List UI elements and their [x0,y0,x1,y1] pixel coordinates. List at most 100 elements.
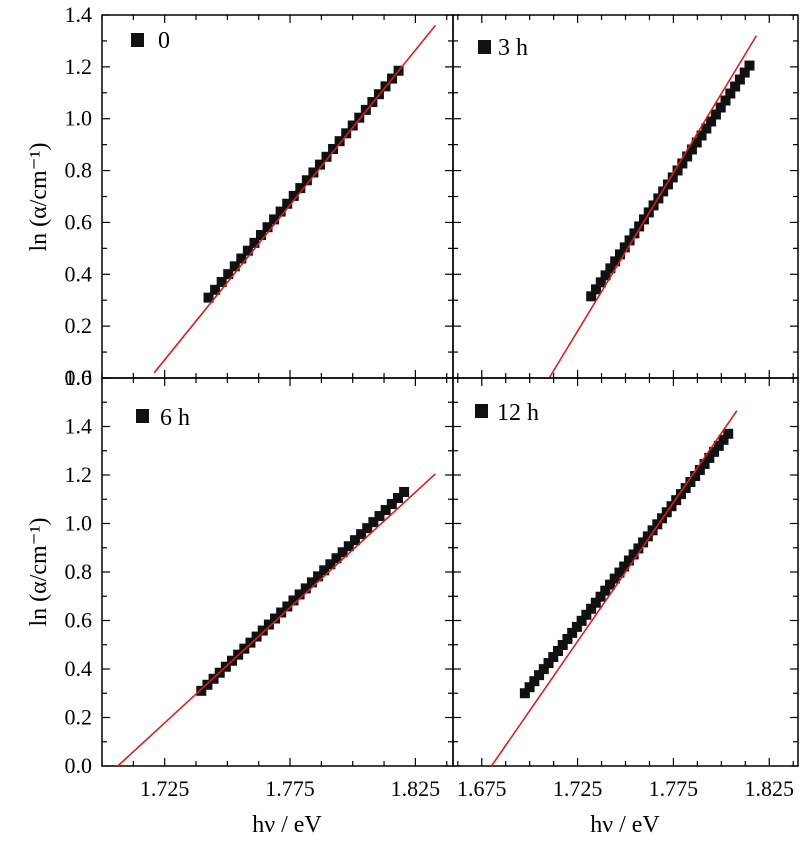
data-point [245,637,256,648]
data-point [548,652,559,663]
data-point [203,292,214,303]
data-point [349,535,360,546]
data-point [356,529,367,540]
y-tick-label: 1.0 [65,511,93,536]
panel-0: 0.0 0.2 0.4 0.6 0.8 1.0 1.2 1.4 0 [65,2,454,390]
panel-2-legend-marker [136,409,149,423]
data-point [519,688,530,699]
data-point [319,565,330,576]
data-point [557,639,568,650]
data-point [216,276,227,287]
data-point [619,242,630,253]
data-point [524,682,535,693]
y-tick-label: 1.2 [65,462,93,487]
panel-3-fit-line [490,410,738,767]
panel-1-legend-marker [478,40,491,54]
data-point [652,519,663,530]
data-point [718,434,729,445]
data-point [672,165,683,176]
data-point [581,609,592,620]
data-point [275,206,286,217]
y-axis-title-top: ln (α/cm⁻¹) [26,142,52,251]
data-point [662,179,673,190]
panel-0-tick-labels: 0.0 0.2 0.4 0.6 0.8 1.0 1.2 1.4 [65,2,93,390]
panel-0-fit-line [153,24,437,374]
y-tick-label: 0.0 [65,753,93,778]
data-point [605,263,616,274]
y-tick-label: 1.4 [65,414,93,439]
data-point [263,619,274,630]
data-point [331,553,342,564]
panel-1-fit-line [548,35,758,379]
panel-0-legend-label: 0 [158,28,170,54]
data-point [380,505,391,516]
data-point [386,499,397,510]
panel-2-ticks [101,377,453,767]
panel-1-ticks [453,14,798,379]
data-point [633,543,644,554]
y-tick-label: 0.0 [65,365,93,390]
data-point [638,214,649,225]
data-point [257,625,268,636]
data-point [341,128,352,139]
data-point [642,531,653,542]
data-point [347,120,358,131]
data-point [337,547,348,558]
y-tick-label: 1.4 [65,2,93,27]
data-point [685,477,696,488]
data-point [321,151,332,162]
data-point [638,537,649,548]
x-tick-label: 1.775 [265,776,315,801]
panel-3-tick-labels: 1.675 1.725 1.775 1.825 [457,776,794,801]
panel-0-ticks [101,14,453,379]
data-point [619,561,630,572]
x-tick-label: 1.775 [649,776,699,801]
data-point [269,214,280,225]
y-tick-label: 0.2 [65,313,93,338]
data-point [328,143,339,154]
panel-1-markers [586,60,755,302]
data-point [362,523,373,534]
data-point [562,633,573,644]
panel-3-ticks [453,377,798,767]
data-point [658,186,669,197]
data-point [595,277,606,288]
data-point [313,571,324,582]
data-point [552,646,563,657]
panel-3-markers [519,428,734,699]
data-point [734,74,745,85]
panel-1-legend-label: 3 h [498,35,528,61]
data-point [223,269,234,280]
data-point [571,621,582,632]
data-point [628,549,639,560]
data-point [282,601,293,612]
data-point [614,567,625,578]
data-point [614,249,625,260]
y-tick-label: 0.6 [65,209,93,234]
data-point [610,256,621,267]
data-point [301,175,312,186]
data-point [288,190,299,201]
data-point [704,452,715,463]
panel-2-tick-labels: 1.725 1.775 1.825 0.0 0.2 0.4 0.6 0.8 1.0 1.2 1.4 1… [65,365,441,801]
y-tick-label: 0.8 [65,559,93,584]
data-point [725,88,736,99]
data-point [667,172,678,183]
data-point [229,261,240,272]
data-point [392,493,403,504]
data-point [538,664,549,675]
panel-3-legend-marker [475,404,488,418]
data-point [314,159,325,170]
y-tick-label: 0.4 [65,261,93,286]
data-point [282,198,293,209]
data-point [294,589,305,600]
data-point [543,658,554,669]
data-point [276,607,287,618]
data-point [609,573,620,584]
data-point [288,595,299,606]
data-point [590,597,601,608]
data-point [691,137,702,148]
x-tick-label: 1.675 [457,776,507,801]
data-point [706,116,717,127]
data-point [634,221,645,232]
